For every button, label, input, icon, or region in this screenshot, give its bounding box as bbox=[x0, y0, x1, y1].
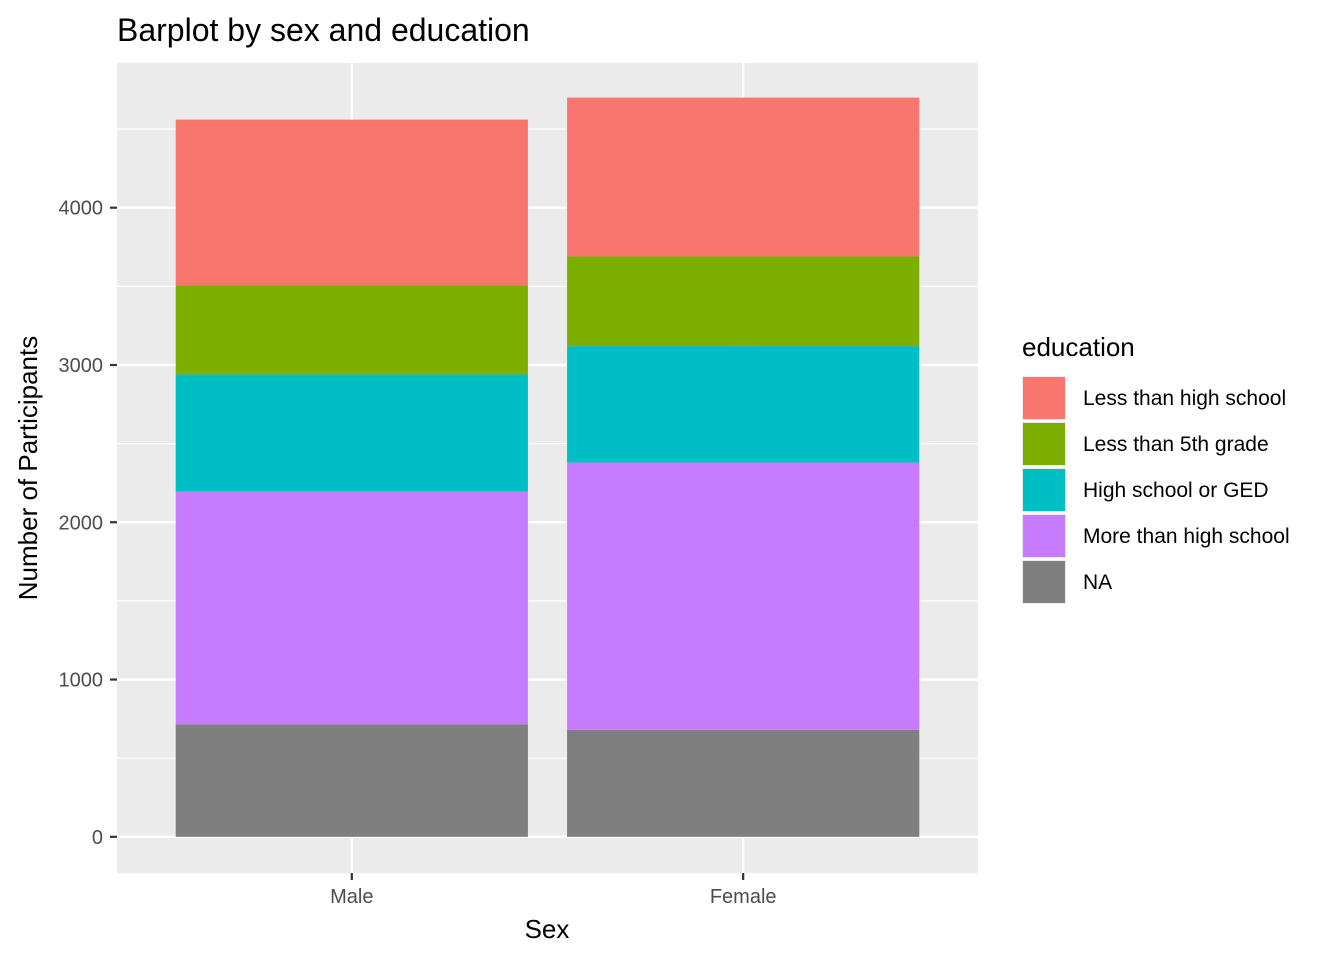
bar-segment bbox=[175, 285, 528, 375]
y-tick-label: 2000 bbox=[59, 512, 104, 534]
y-tick-label: 4000 bbox=[59, 198, 104, 220]
y-axis-title: Number of Participants bbox=[13, 336, 43, 600]
x-tick-label: Female bbox=[710, 886, 777, 908]
legend-swatch bbox=[1023, 515, 1065, 557]
legend: education Less than high school Less than… bbox=[1022, 332, 1290, 604]
legend-swatch bbox=[1023, 377, 1065, 419]
y-tick-label: 3000 bbox=[59, 355, 104, 377]
legend-label: NA bbox=[1083, 571, 1112, 594]
bar-segment bbox=[567, 346, 920, 463]
y-tick-label: 0 bbox=[92, 827, 103, 849]
legend-title: education bbox=[1022, 332, 1135, 362]
x-tick-label: Male bbox=[330, 886, 373, 908]
bar-segment bbox=[567, 256, 920, 347]
bar-segment bbox=[567, 729, 920, 837]
legend-swatch bbox=[1023, 561, 1065, 603]
x-axis-title: Sex bbox=[525, 914, 570, 944]
legend-swatch bbox=[1023, 469, 1065, 511]
legend-swatch bbox=[1023, 423, 1065, 465]
axes: 0 1000 2000 3000 4000 Male Female bbox=[59, 198, 777, 908]
y-tick-label: 1000 bbox=[59, 670, 104, 692]
legend-label: More than high school bbox=[1083, 525, 1290, 548]
bar-segment bbox=[175, 374, 528, 492]
bars bbox=[175, 97, 920, 837]
legend-label: High school or GED bbox=[1083, 479, 1269, 502]
legend-label: Less than 5th grade bbox=[1083, 433, 1269, 456]
bar-segment bbox=[175, 491, 528, 725]
bar-segment bbox=[175, 724, 528, 837]
legend-label: Less than high school bbox=[1083, 387, 1286, 410]
bar-segment bbox=[175, 119, 528, 286]
bar-segment bbox=[567, 462, 920, 730]
bar-segment bbox=[567, 97, 920, 257]
chart-title: Barplot by sex and education bbox=[117, 12, 530, 48]
